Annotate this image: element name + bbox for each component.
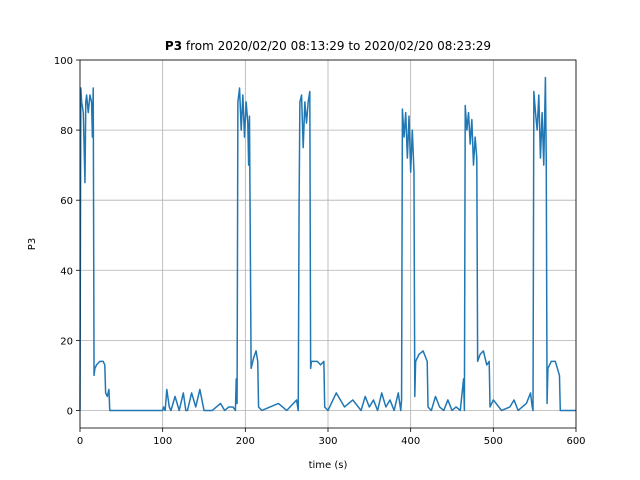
title-bold: P3 (165, 39, 182, 53)
x-axis-label: time (s) (309, 460, 348, 471)
y-tick-label: 60 (60, 196, 73, 207)
chart-title: P3 from 2020/02/20 08:13:29 to 2020/02/2… (165, 39, 491, 53)
title-rest: from 2020/02/20 08:13:29 to 2020/02/20 0… (186, 39, 491, 53)
x-tick-label: 0 (77, 436, 83, 447)
x-tick-label: 200 (236, 436, 255, 447)
y-tick-label: 40 (60, 266, 73, 277)
x-tick-label: 600 (566, 436, 585, 447)
x-tick-label: 500 (484, 436, 503, 447)
y-tick-label: 0 (67, 406, 73, 417)
y-tick-label: 20 (60, 336, 73, 347)
y-tick-label: 100 (54, 56, 73, 67)
x-tick-label: 300 (318, 436, 337, 447)
x-tick-label: 100 (153, 436, 172, 447)
data-line (79, 76, 576, 412)
x-tick-label: 400 (401, 436, 420, 447)
y-axis-label: P3 (27, 238, 38, 250)
plot-frame (79, 59, 577, 429)
y-tick-label: 80 (60, 126, 73, 137)
